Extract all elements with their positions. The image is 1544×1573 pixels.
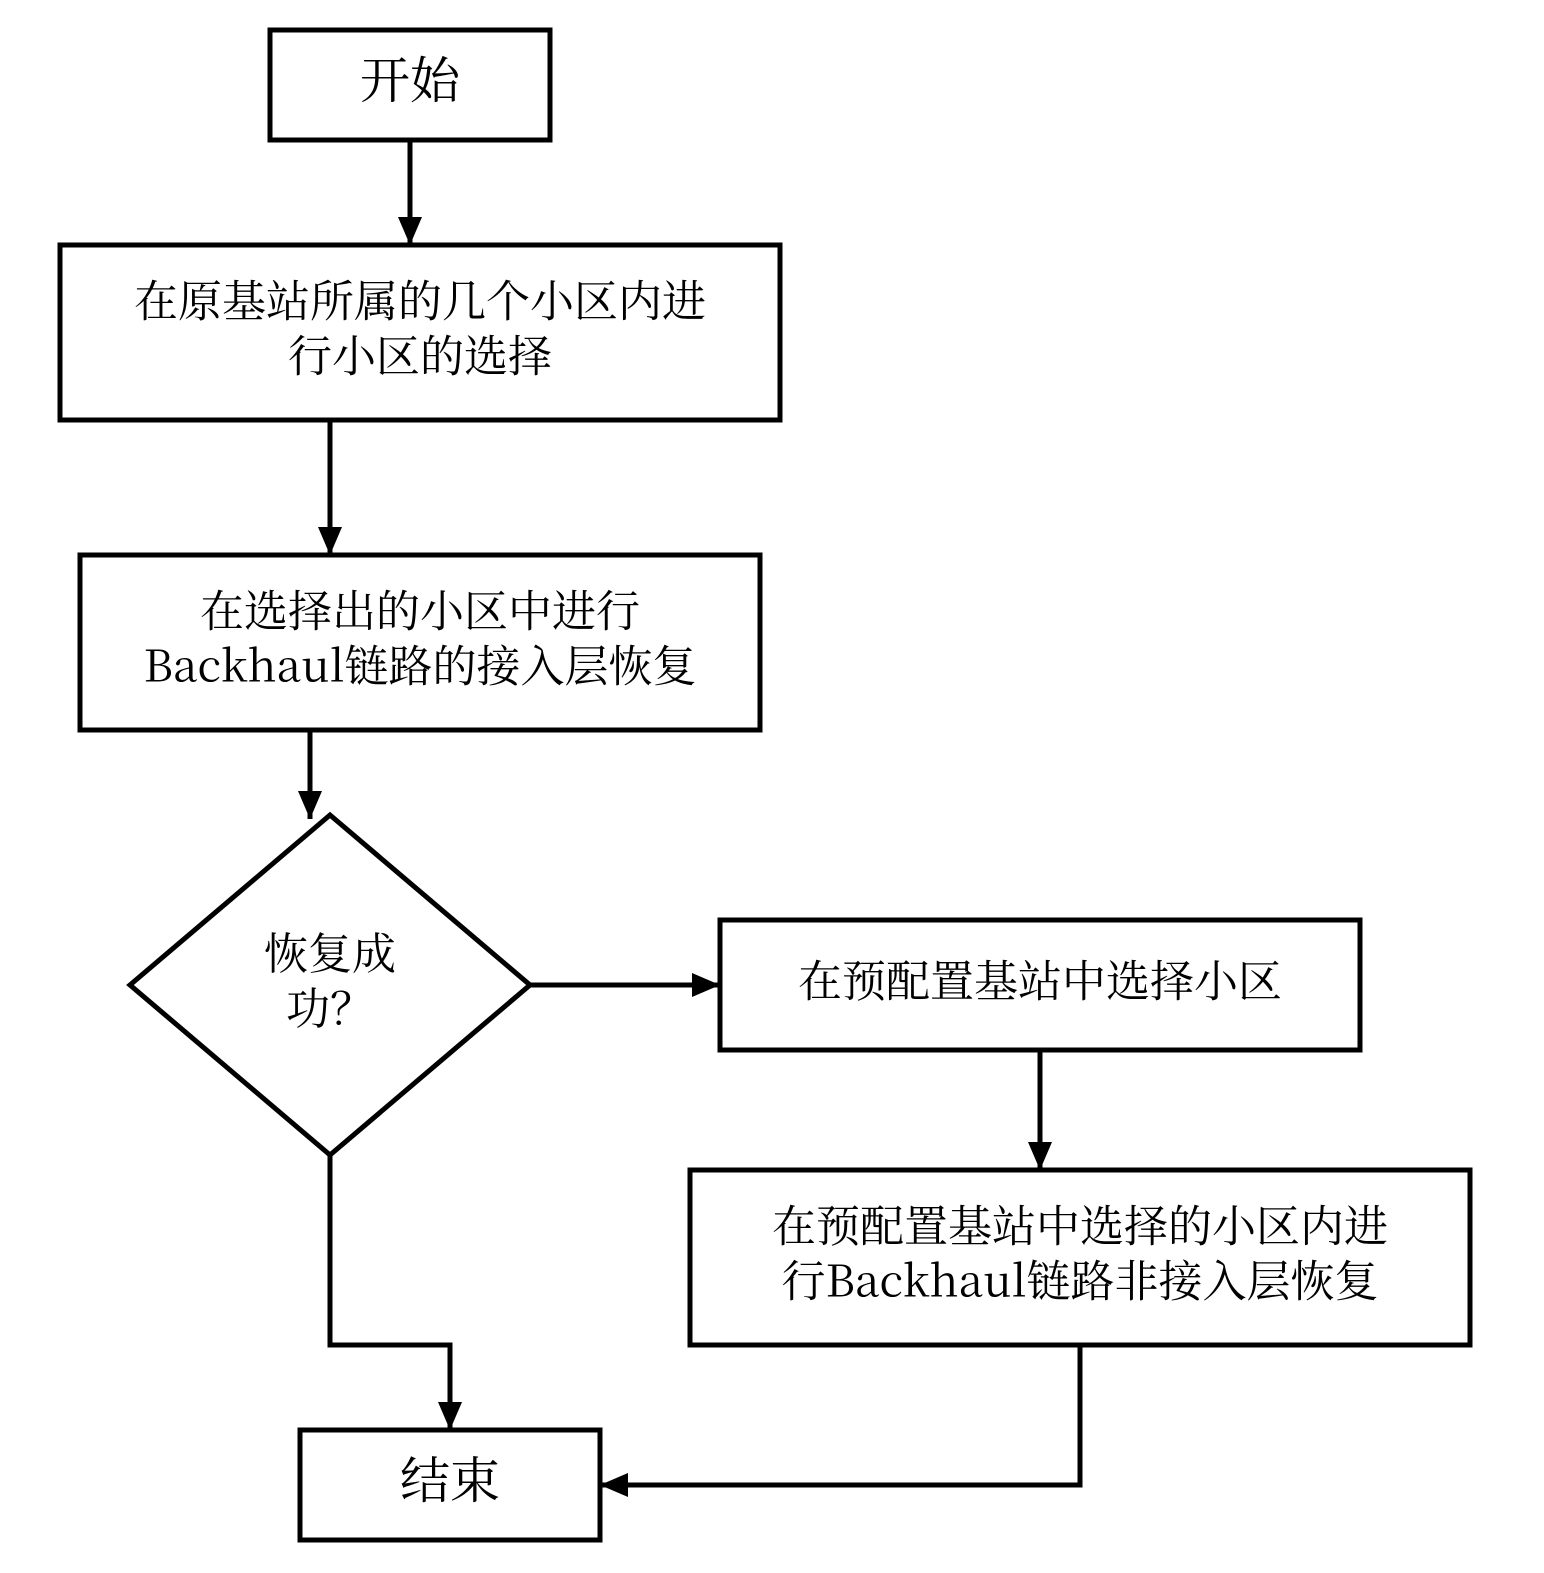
node-recover_nas-label-1: 行Backhaul链路非接入层恢复: [781, 1245, 1378, 1309]
node-select_preconfig: 在预配置基站中选择小区: [720, 920, 1360, 1050]
node-select_in_original: 在原基站所属的几个小区内进行小区的选择: [60, 245, 780, 420]
node-recover_in_selected: 在选择出的小区中进行Backhaul链路的接入层恢复: [80, 555, 760, 730]
node-decision: 恢复成功？: [130, 815, 530, 1155]
edge-recover_nas-end: [600, 1345, 1080, 1485]
edge-decision-end: [330, 1155, 450, 1430]
node-select_preconfig-label-0: 在预配置基站中选择小区: [798, 945, 1282, 1009]
node-end: 结束: [300, 1430, 600, 1540]
node-end-label-0: 结束: [400, 1441, 500, 1513]
node-recover_in_selected-label-1: Backhaul链路的接入层恢复: [143, 630, 696, 694]
node-decision-label-1: 功？: [286, 973, 374, 1037]
node-start: 开始: [270, 30, 550, 140]
node-start-label-0: 开始: [360, 41, 462, 113]
node-select_in_original-label-1: 行小区的选择: [288, 320, 552, 384]
node-recover_nas: 在预配置基站中选择的小区内进行Backhaul链路非接入层恢复: [690, 1170, 1470, 1345]
